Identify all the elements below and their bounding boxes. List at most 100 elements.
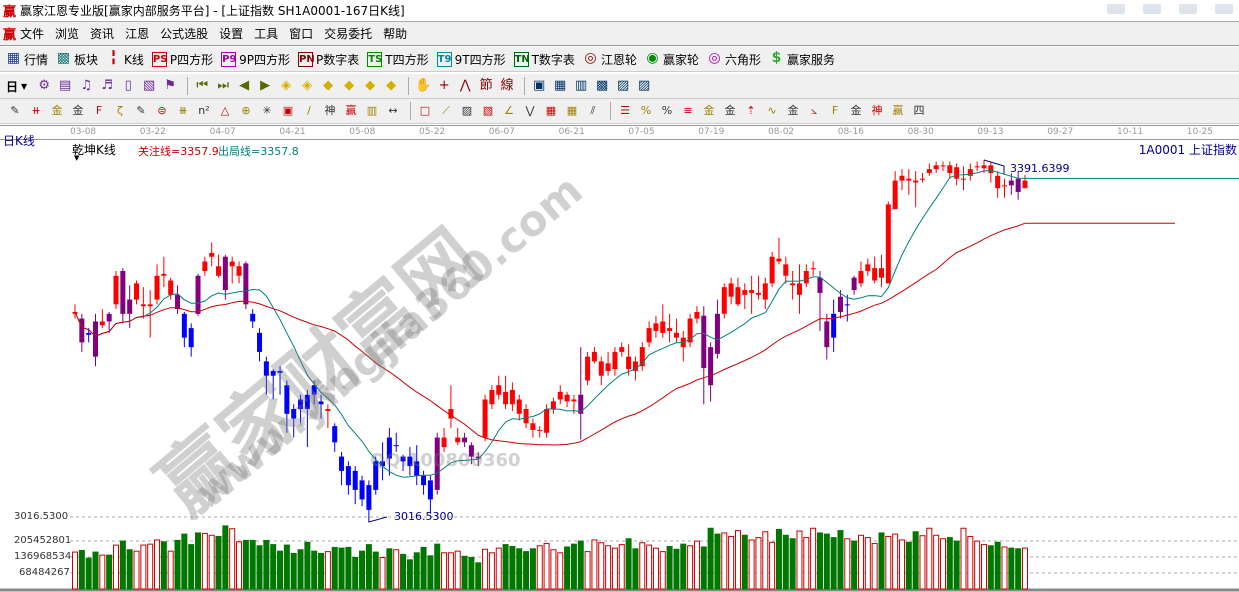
angle-lines-icon[interactable]: / [307,104,311,117]
calculator-icon[interactable]: ▦ [554,78,567,93]
next-icon[interactable]: ▶ [260,78,271,93]
menu-formula[interactable]: 公式选股 [160,27,209,41]
arrow-right-diamond-icon[interactable]: ◈ [302,78,313,93]
menu-gann[interactable]: 江恩 [125,27,150,41]
grid-icon[interactable]: ▦ [545,104,557,117]
toolbar-item-p9[interactable]: P9 9P四方形 [221,51,290,68]
n2-icon[interactable]: n² [198,104,210,117]
pen-icon[interactable]: ✎ [10,104,20,117]
toolbar-item-sector-blocks[interactable]: ▩ 板块 [56,51,98,68]
flag-icon[interactable]: ⚑ [164,78,176,93]
f-fan-icon[interactable]: F [831,104,839,117]
period-select[interactable]: 日 ▼ [6,78,27,95]
parallel-lines-icon[interactable]: ⧺ [31,104,41,117]
parallel-diag-icon[interactable]: ⫽ [590,104,596,117]
toolbar-item-hexagon[interactable]: ◎ 六角形 [707,51,761,68]
last-icon[interactable]: ⏭ [217,78,230,93]
toolbar-item-ps[interactable]: PS P四方形 [151,51,213,68]
menu-settings[interactable]: 设置 [219,27,244,41]
god-fan-icon[interactable]: 神 [871,104,883,117]
box-diag-icon[interactable]: ▧ [482,104,494,117]
pen-ruler-icon[interactable]: ✎ [136,104,146,117]
gold-fan-icon[interactable]: 金 [850,104,862,117]
expand-h-icon[interactable]: ◆ [323,78,334,93]
circle-ruler-icon[interactable]: ⊜ [157,104,167,117]
quad-lines-icon[interactable]: ⧻ [178,104,188,117]
toolbar-item-ts[interactable]: TS T四方形 [367,51,429,68]
minimize-button[interactable] [1143,4,1161,14]
spiral-icon[interactable]: ζ [117,104,123,117]
close-button[interactable] [1215,4,1233,14]
crosshair-icon[interactable]: + [438,78,450,93]
network-pc-icon[interactable]: ▨ [617,78,630,93]
toolbar-item-kline[interactable]: ╏ K线 [106,51,144,68]
gold-level-icon[interactable]: 金 [724,104,736,117]
sine-icon[interactable]: ∿ [767,104,777,117]
gold-sq-icon[interactable]: 金 [787,104,799,117]
square-target-icon[interactable]: ▣ [282,104,294,117]
j-fan-icon[interactable]: ⦣ [810,104,818,117]
list-icon[interactable]: ☰ [620,104,630,117]
gold-fib-icon[interactable]: 金 [51,104,63,117]
toolbar-item-tn[interactable]: TN T数字表 [513,51,575,68]
toolbar-item-quote-grid[interactable]: ▦ 行情 [6,51,48,68]
menu-trade[interactable]: 交易委托 [324,27,373,41]
compress-h-icon[interactable]: ◆ [344,78,355,93]
line-point-icon[interactable]: ⋀ [459,78,471,93]
expand-all-icon[interactable]: ◆ [365,78,376,93]
ying-icon[interactable]: 赢 [345,104,357,117]
network-icon[interactable]: ⚙ [38,78,50,93]
prev-icon[interactable]: ◀ [239,78,250,93]
width-icon[interactable]: ↔ [388,104,398,117]
wave3-icon[interactable]: ♫ [80,78,92,93]
menu-help[interactable]: 帮助 [383,27,408,41]
wave-icon[interactable]: ⋁ [525,104,535,117]
menu-news[interactable]: 资讯 [90,27,115,41]
hand-icon[interactable]: ✋ [415,78,432,93]
report-icon[interactable]: ▥ [575,78,588,93]
toolbar-item-t9[interactable]: T9 9T四方形 [436,51,506,68]
line-calc-icon[interactable]: 線 [500,78,514,93]
first-icon[interactable]: ⏮ [196,78,209,93]
festival-icon[interactable]: 節 [479,78,493,93]
toolbar-item-pn[interactable]: PN P数字表 [298,51,359,68]
calendar-icon[interactable]: ▣ [533,78,546,93]
gold-circle-icon[interactable]: 金 [703,104,715,117]
box-icon[interactable]: ▨ [461,104,473,117]
percent-level-icon[interactable]: ≡ [683,104,693,117]
menu-browse[interactable]: 浏览 [55,27,80,41]
toolbar-item-dollar[interactable]: $ 赢家服务 [769,51,835,68]
menu-file[interactable]: 文件 [20,27,45,41]
menu-window[interactable]: 窗口 [289,27,314,41]
percent-icon[interactable]: % [661,104,673,117]
chart-map-icon[interactable]: ▧ [143,78,156,93]
grid2-icon[interactable]: ▦ [566,104,578,117]
arrow-line-icon[interactable]: ⇡ [746,104,756,117]
gold-fib2-icon[interactable]: 金 [72,104,84,117]
crosshair-red-icon[interactable]: ✳ [262,104,272,117]
fib-f-icon[interactable]: F [95,104,103,117]
save-icon[interactable]: ▩ [596,78,609,93]
remote-icon[interactable]: ▨ [638,78,651,93]
notepad-icon[interactable]: ▤ [59,78,72,93]
ying-fan-icon[interactable]: 赢 [892,104,904,117]
help-button[interactable] [1107,4,1125,14]
fan-icon[interactable]: ⟋ [442,104,450,117]
angle-icon[interactable]: ∠ [504,104,514,117]
toolbar-item-winner-wheel[interactable]: ◉ 赢家轮 [645,51,699,68]
percent-line-icon[interactable]: % [640,104,652,117]
four-fan-icon[interactable]: 四 [913,104,925,117]
rect-icon[interactable]: □ [419,104,431,117]
candle-icon[interactable]: ▯ [124,78,132,93]
indicator-dropdown-icon[interactable]: ▼ [74,154,80,162]
menu-tools[interactable]: 工具 [254,27,279,41]
ruler-123-icon[interactable]: ▥ [366,104,378,117]
toolbar-item-gann-wheel[interactable]: ◎ 江恩轮 [583,51,637,68]
target-icon[interactable]: ⊕ [241,104,251,117]
triangle-icon[interactable]: △ [220,104,230,117]
wave9-icon[interactable]: ♬ [101,78,113,93]
restore-button[interactable] [1179,4,1197,14]
arrow-left-diamond-icon[interactable]: ◈ [281,78,292,93]
qian-icon[interactable]: 神 [324,104,336,117]
